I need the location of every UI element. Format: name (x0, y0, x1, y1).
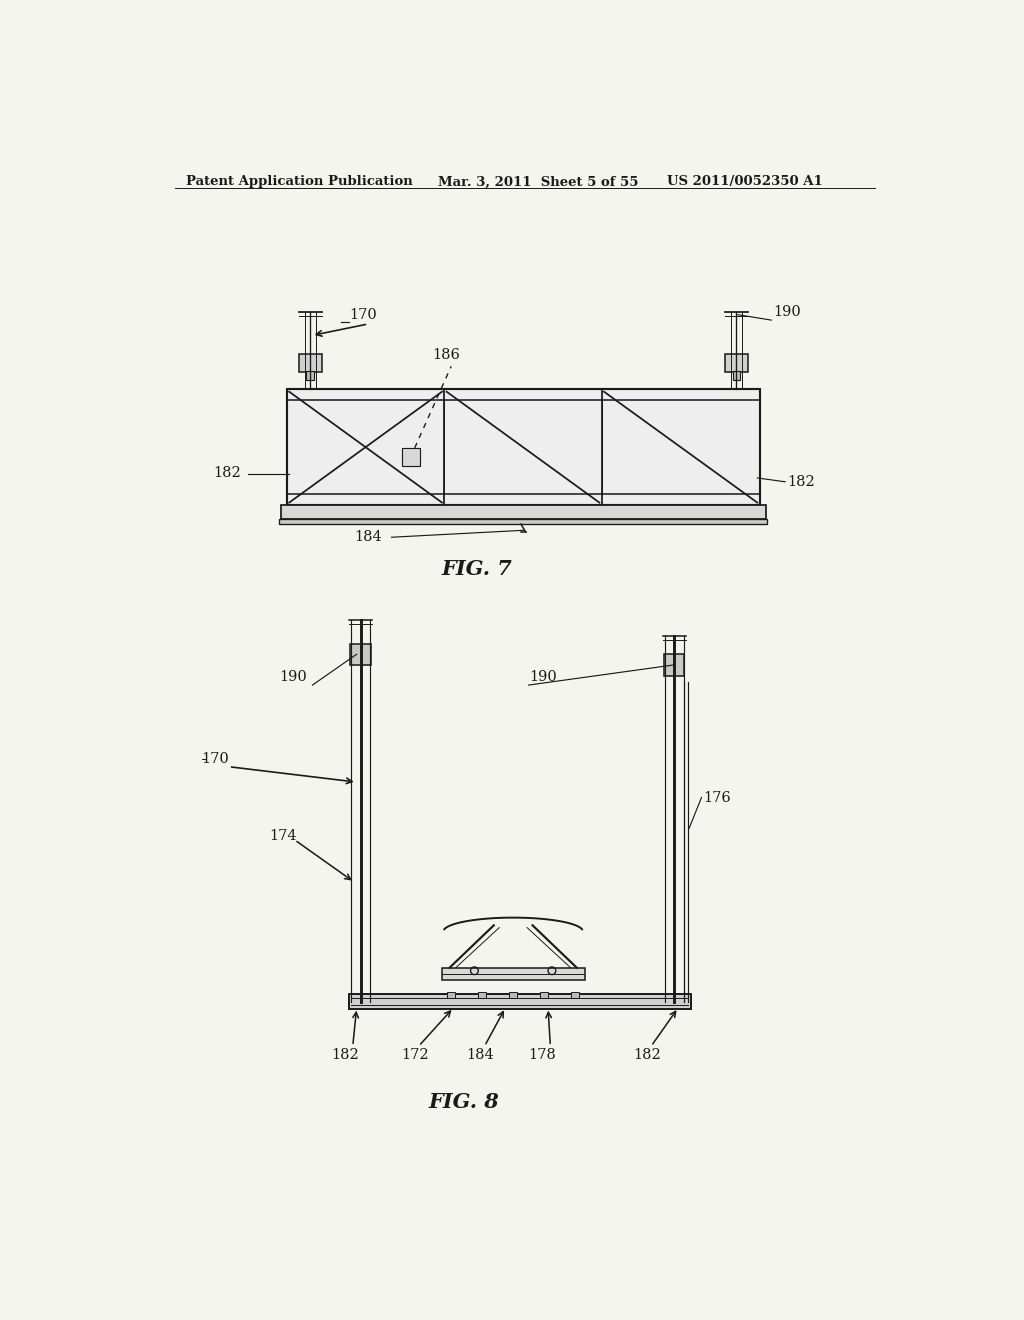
Text: 190: 190 (773, 305, 802, 318)
Bar (509, 993, 517, 998)
Bar (665, 655, 684, 676)
Bar (478, 993, 486, 998)
Bar (447, 993, 455, 998)
Bar (306, 371, 314, 380)
Bar (349, 994, 690, 1010)
Bar (299, 354, 322, 372)
Text: 182: 182 (331, 1048, 358, 1061)
Bar (350, 644, 371, 665)
Text: FIG. 8: FIG. 8 (429, 1092, 500, 1111)
Bar (280, 519, 767, 524)
Text: US 2011/0052350 A1: US 2011/0052350 A1 (667, 176, 822, 189)
Text: 184: 184 (467, 1048, 495, 1061)
Text: 184: 184 (354, 531, 382, 544)
Bar (281, 504, 766, 519)
Text: 190: 190 (529, 669, 557, 684)
Text: 190: 190 (280, 669, 307, 684)
Text: 176: 176 (703, 791, 731, 804)
Text: 172: 172 (401, 1048, 429, 1061)
Text: 170: 170 (202, 752, 229, 766)
Bar (287, 389, 760, 506)
Bar (401, 447, 420, 466)
Text: 182: 182 (787, 475, 815, 488)
Bar (732, 371, 740, 380)
Text: 182: 182 (634, 1048, 662, 1061)
Text: Mar. 3, 2011  Sheet 5 of 55: Mar. 3, 2011 Sheet 5 of 55 (438, 176, 639, 189)
Text: Patent Application Publication: Patent Application Publication (186, 176, 413, 189)
Text: 186: 186 (432, 348, 461, 363)
Text: 178: 178 (528, 1048, 556, 1061)
Bar (541, 993, 548, 998)
Text: 174: 174 (269, 829, 297, 843)
Bar (442, 968, 586, 979)
Text: 182: 182 (213, 466, 241, 479)
Bar (725, 354, 748, 372)
Bar (571, 993, 579, 998)
Text: FIG. 7: FIG. 7 (442, 558, 513, 578)
Text: 170: 170 (349, 308, 377, 322)
